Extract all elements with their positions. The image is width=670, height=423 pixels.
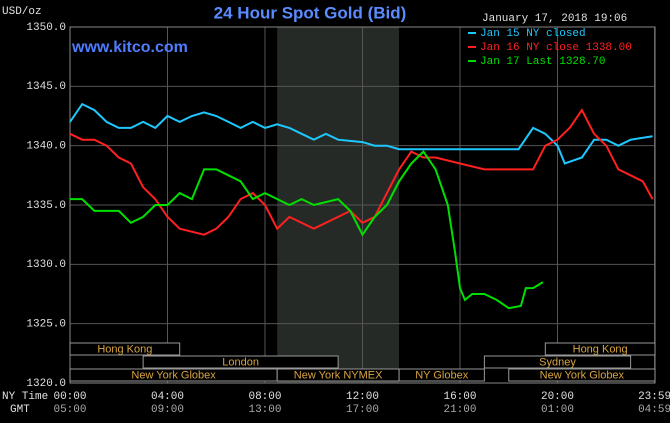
plot-frame xyxy=(69,26,656,384)
series-line xyxy=(69,108,654,236)
session-box xyxy=(544,342,656,356)
y-tick-label: 1325.0 xyxy=(26,319,66,331)
chart-title: 24 Hour Spot Gold (Bid) xyxy=(214,3,407,22)
ny-time-label: NY Time xyxy=(2,391,48,403)
x-tick-label: 12:00 xyxy=(346,391,379,403)
session-label: NY Globex xyxy=(415,369,468,381)
session-label: Hong Kong xyxy=(97,343,152,355)
legend-label: Jan 16 NY close 1338.00 xyxy=(480,42,632,54)
session-label: New York Globex xyxy=(131,369,216,381)
gmt-label: GMT xyxy=(10,404,30,416)
gmt-tick-label: 13:00 xyxy=(248,404,281,416)
session-box xyxy=(483,355,632,369)
gmt-tick-label: 17:00 xyxy=(346,404,379,416)
session-label: Hong Kong xyxy=(573,343,628,355)
y-tick-label: 1320.0 xyxy=(26,378,66,390)
session-label: Sydney xyxy=(539,356,576,368)
x-tick-label: 08:00 xyxy=(248,391,281,403)
session-label: New York Globex xyxy=(540,369,625,381)
x-tick-label: 23:59 xyxy=(638,391,670,403)
plot-area xyxy=(69,26,656,384)
gmt-tick-label: 21:00 xyxy=(443,404,476,416)
y-tick-label: 1350.0 xyxy=(26,22,66,34)
session-box xyxy=(398,368,485,382)
gmt-tick-label: 05:00 xyxy=(53,404,86,416)
session-label: London xyxy=(222,356,259,368)
x-tick-label: 00:00 xyxy=(53,391,86,403)
session-box xyxy=(69,342,181,356)
website: www.kitco.com xyxy=(71,39,188,56)
y-tick-label: 1345.0 xyxy=(26,81,66,93)
y-tick-label: 1330.0 xyxy=(26,259,66,271)
gmt-tick-label: 04:59 xyxy=(638,404,670,416)
x-tick-label: 20:00 xyxy=(541,391,574,403)
session-box xyxy=(142,355,339,369)
x-tick-label: 04:00 xyxy=(151,391,184,403)
session-label: New York NYMEX xyxy=(294,369,383,381)
gmt-tick-label: 01:00 xyxy=(541,404,574,416)
y-tick-label: 1340.0 xyxy=(26,141,66,153)
legend-label: Jan 15 NY closed xyxy=(480,28,586,40)
series-line xyxy=(70,150,544,310)
timestamp: January 17, 2018 19:06 xyxy=(482,13,627,25)
session-box xyxy=(508,368,656,382)
y-axis-label: USD/oz xyxy=(2,6,42,18)
x-tick-label: 16:00 xyxy=(443,391,476,403)
y-tick-label: 1335.0 xyxy=(26,200,66,212)
gmt-tick-label: 09:00 xyxy=(151,404,184,416)
series-line xyxy=(69,102,653,165)
legend-label: Jan 17 Last 1328.70 xyxy=(480,56,605,68)
